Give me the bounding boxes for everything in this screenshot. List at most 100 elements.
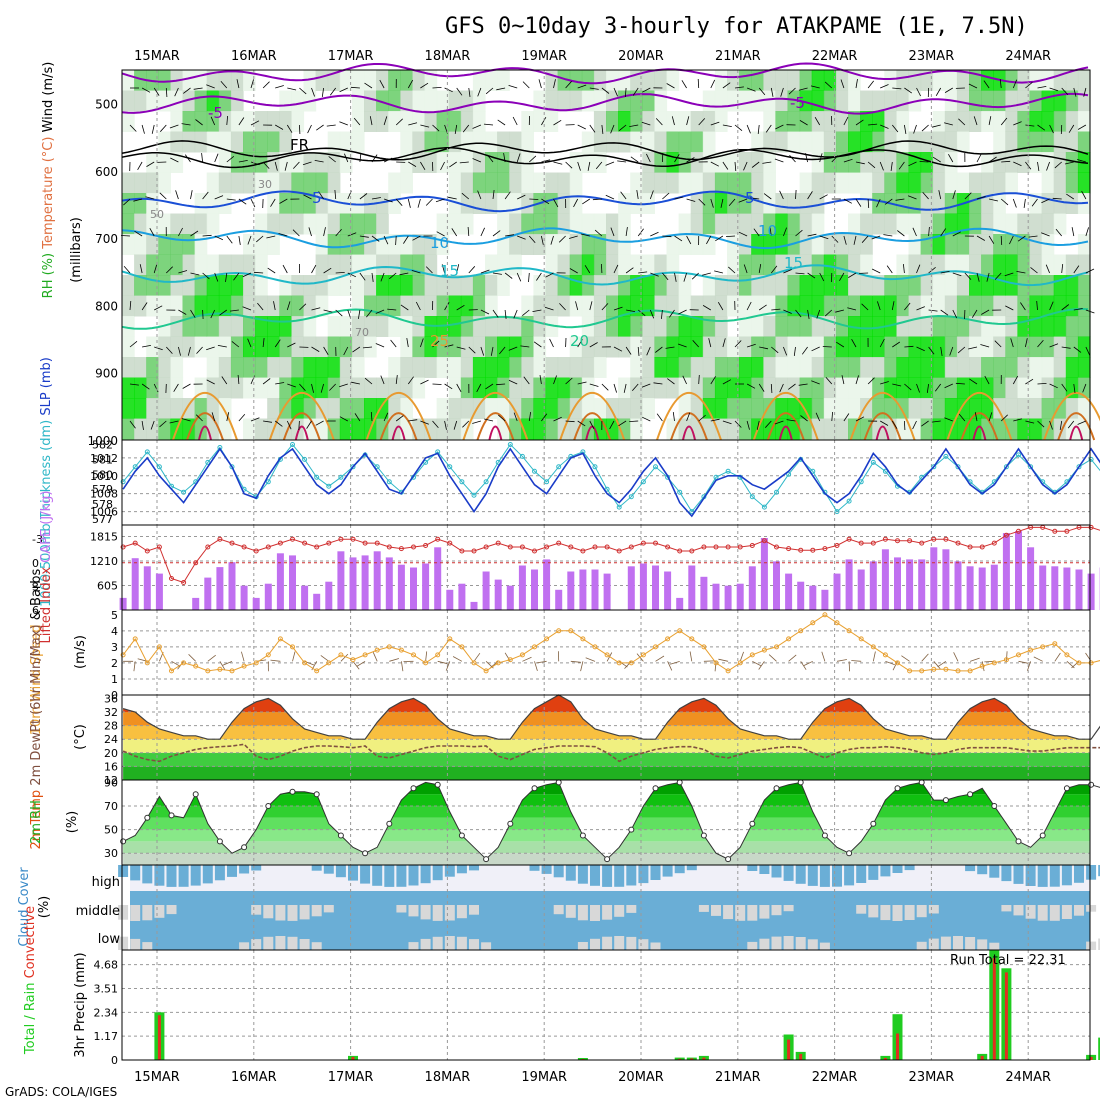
wind-barb <box>746 124 751 134</box>
rh-shade-cell <box>194 193 208 214</box>
wind-barb <box>589 342 598 348</box>
wind-barb <box>219 309 228 316</box>
wind-barb <box>353 117 361 126</box>
rh-shade-cell <box>134 70 147 91</box>
wind-barb <box>1025 81 1033 89</box>
wind-barb <box>725 235 736 237</box>
wind-barb <box>516 272 522 282</box>
wind-barb-10m <box>425 651 428 662</box>
cloud-low-bar <box>481 942 492 950</box>
wind-barb <box>549 338 554 348</box>
wind-barb <box>879 161 884 171</box>
rh-shade-cell <box>327 377 341 399</box>
wind-y-tick: 2 <box>111 657 118 670</box>
rh-shade-cell <box>436 398 450 419</box>
wind-barb <box>898 161 905 170</box>
wind-barb <box>262 161 270 169</box>
rh-point <box>1039 832 1046 839</box>
rh-shade-cell <box>969 357 982 378</box>
wind-barb <box>944 87 954 93</box>
rh-point <box>773 785 780 792</box>
rh-shade-cell <box>1053 398 1067 419</box>
lifted-index-point <box>774 544 779 550</box>
wind-barb <box>129 383 139 386</box>
rh-shade-cell <box>642 111 655 132</box>
rh-shade-cell <box>618 90 631 112</box>
wind-barb <box>758 383 765 392</box>
wind-barb <box>788 383 796 390</box>
wind-barb <box>783 269 792 274</box>
wind-barb <box>528 272 530 283</box>
wind-barb <box>1012 375 1019 385</box>
x-tick-label-top: 15MAR <box>134 49 180 64</box>
rh-shade-cell <box>920 275 934 296</box>
rh-shade-cell <box>448 152 462 173</box>
wind-barb <box>795 189 797 200</box>
wind-barb <box>964 272 972 280</box>
rh-shade-cell <box>412 90 426 112</box>
rh-shade-cell <box>1029 131 1043 153</box>
rh-shade-cell <box>509 172 522 194</box>
rh-ylabel-units-text: (%) <box>65 811 80 834</box>
wind-barb <box>646 153 651 163</box>
wind-barb <box>807 272 816 279</box>
rh-shade-cell <box>956 275 970 296</box>
upper-air-ylabel-text: RH (%) Temperature (°C) Wind (m/s) <box>41 62 56 299</box>
rh-shade-cell <box>545 90 559 112</box>
rh-shade-cell <box>182 254 196 276</box>
thickness-point <box>846 498 852 504</box>
wind-barb <box>577 84 587 89</box>
wind-barb <box>940 309 949 316</box>
wind-barb <box>698 414 706 422</box>
wind-barb <box>1046 161 1050 171</box>
rh-shade-cell <box>763 172 776 194</box>
rh-shade-cell <box>158 377 171 399</box>
wind-barb <box>123 198 131 206</box>
wind-barb <box>178 227 183 237</box>
wind-barb <box>722 338 726 348</box>
wind-barb <box>492 230 501 237</box>
thickness-point <box>689 509 695 515</box>
rh-shade-cell <box>666 316 680 337</box>
rh-shade-cell <box>860 275 873 296</box>
rh-shade-cell <box>388 316 401 337</box>
rh-shade-cell <box>364 275 377 296</box>
wind-barb <box>284 161 288 171</box>
wind-barb <box>714 270 723 274</box>
wind-barb <box>855 161 865 165</box>
rh-shade-cell <box>606 90 619 112</box>
rh-shade-cell <box>642 398 655 419</box>
lifted-index-point <box>895 538 900 544</box>
precip-ylabel-units: 3hr Precip (mm) <box>73 952 88 1057</box>
cape-bar <box>942 549 950 610</box>
rh-shade-cell <box>170 234 184 255</box>
wind-barb <box>499 346 506 355</box>
rh-shade-cell <box>267 234 280 255</box>
wind-barb <box>541 159 551 163</box>
precip-convective-bar <box>896 1033 899 1060</box>
wind-barb <box>529 198 539 200</box>
wind-barb <box>453 420 458 430</box>
cape-bar <box>276 553 284 610</box>
rh-shade-cell <box>545 418 559 440</box>
wind-barb <box>425 198 433 206</box>
rh-shade-cell <box>811 131 825 153</box>
rh-shade-cell <box>255 316 268 337</box>
rh-shade-cell <box>932 254 946 276</box>
wind-barb <box>472 158 482 163</box>
rh-shade-cell <box>243 357 256 378</box>
wind-barb <box>529 155 537 163</box>
rh-shade-cell <box>497 398 510 419</box>
rh-shade-cell <box>472 70 486 91</box>
rh-shade-cell <box>267 131 280 153</box>
rh-shade-cell <box>291 295 305 317</box>
wind-barb <box>661 309 663 319</box>
wind-barb <box>589 124 596 133</box>
rh-shade-cell <box>896 172 910 194</box>
cloud-high-bar <box>372 865 383 886</box>
wind-speed-point <box>737 660 743 666</box>
rh-shade-cell <box>739 213 752 235</box>
wind-barb <box>1037 339 1044 348</box>
rh-shade-cell <box>702 295 716 317</box>
cloud-middle-bar <box>856 905 867 914</box>
